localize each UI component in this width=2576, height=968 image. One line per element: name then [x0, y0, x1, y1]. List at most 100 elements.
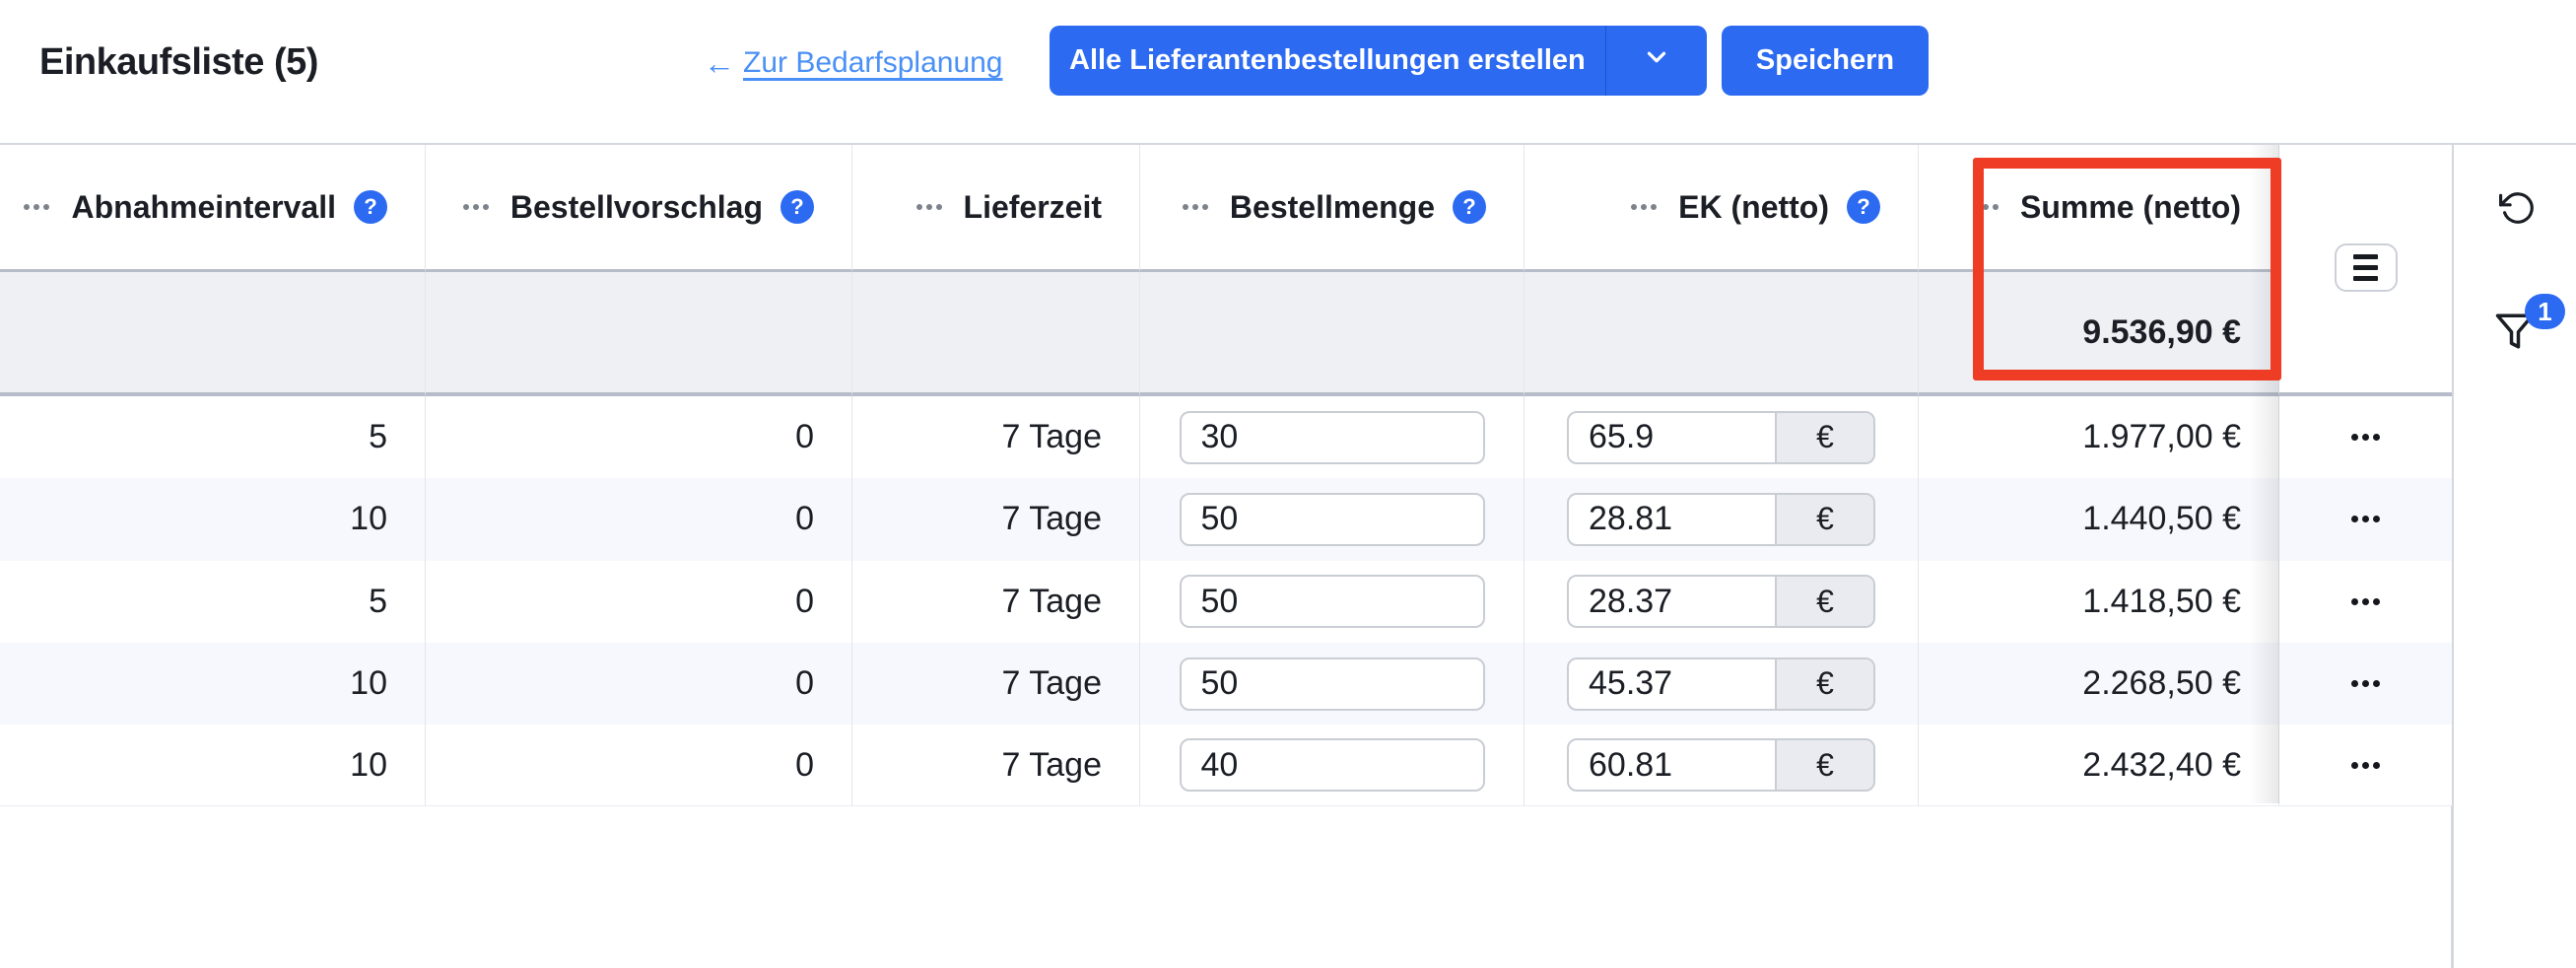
cell-lieferzeit: 7 Tage — [852, 725, 1140, 807]
back-to-bedarfsplanung-link[interactable]: ← Zur Bedarfsplanung — [704, 46, 1003, 80]
ek-netto-input[interactable] — [1569, 740, 1775, 791]
column-header-ek-netto[interactable]: EK (netto) ? — [1525, 145, 1919, 272]
ek-netto-input-group: € — [1567, 492, 1875, 546]
summary-cell-lieferzeit — [852, 272, 1140, 396]
cell-summe-netto: 2.268,50 € — [1919, 642, 2279, 726]
column-header-label: EK (netto) — [1678, 188, 1829, 225]
save-button[interactable]: Speichern — [1722, 26, 1929, 96]
create-all-orders-button[interactable]: Alle Lieferantenbestellungen erstellen — [1069, 44, 1586, 76]
column-menu-icon[interactable] — [915, 204, 942, 210]
cell-abnahmeintervall: 5 — [0, 560, 426, 643]
cell-summe-netto: 1.418,50 € — [1919, 560, 2279, 643]
cell-ek-netto: € — [1525, 642, 1919, 726]
summary-cell-abnahmeintervall — [0, 272, 426, 396]
cell-bestellvorschlag: 0 — [426, 725, 852, 807]
column-header-label: Lieferzeit — [963, 188, 1102, 225]
cell-lieferzeit: 7 Tage — [852, 560, 1140, 643]
chevron-down-icon — [1642, 42, 1671, 80]
column-header-bestellmenge[interactable]: Bestellmenge ? — [1140, 145, 1525, 272]
ek-netto-input[interactable] — [1569, 658, 1775, 709]
ek-netto-input-group: € — [1567, 738, 1875, 793]
table-top-border — [0, 143, 2576, 145]
column-header-label: Summe (netto) — [2020, 188, 2241, 225]
cell-abnahmeintervall: 10 — [0, 642, 426, 726]
help-icon[interactable]: ? — [354, 190, 387, 224]
row-menu-button[interactable] — [2338, 420, 2394, 454]
ek-netto-input[interactable] — [1569, 494, 1775, 544]
summary-cell-bestellvorschlag — [426, 272, 852, 396]
cell-abnahmeintervall: 5 — [0, 396, 426, 479]
cell-ek-netto: € — [1525, 725, 1919, 807]
ek-netto-input-group: € — [1567, 410, 1875, 464]
help-icon[interactable]: ? — [1847, 190, 1880, 224]
ellipsis-icon — [2351, 516, 2358, 523]
currency-suffix: € — [1775, 494, 1873, 544]
pinned-actions-header-cell — [2279, 145, 2452, 396]
bestellmenge-input[interactable] — [1179, 492, 1485, 546]
column-menu-icon[interactable] — [1631, 204, 1658, 210]
cell-bestellvorschlag: 0 — [426, 560, 852, 643]
left-arrow-icon: ← — [704, 45, 735, 81]
currency-suffix: € — [1775, 412, 1873, 462]
row-menu-button[interactable] — [2338, 585, 2394, 619]
summary-cell-bestellmenge — [1140, 272, 1525, 396]
row-actions-cell — [2279, 560, 2452, 643]
column-header-abnahmeintervall[interactable]: Abnahmeintervall ? — [0, 145, 426, 272]
column-menu-icon[interactable] — [462, 204, 489, 210]
help-icon[interactable]: ? — [780, 190, 814, 224]
row-menu-button[interactable] — [2338, 502, 2394, 536]
create-orders-dropdown-toggle[interactable] — [1606, 42, 1707, 80]
column-menu-icon[interactable] — [1182, 204, 1208, 210]
undo-icon — [2499, 192, 2537, 230]
back-link-label: Zur Bedarfsplanung — [743, 46, 1003, 79]
column-menu-icon[interactable] — [1973, 204, 1999, 210]
cell-summe-netto: 2.432,40 € — [1919, 725, 2279, 807]
grid-right-divider — [2451, 143, 2454, 968]
currency-suffix: € — [1775, 577, 1873, 627]
filter-button[interactable] — [2494, 311, 2536, 352]
column-header-label: Bestellmenge — [1229, 188, 1435, 225]
ellipsis-icon — [2351, 597, 2358, 605]
undo-button[interactable] — [2499, 189, 2537, 227]
column-header-lieferzeit[interactable]: Lieferzeit — [852, 145, 1140, 272]
cell-bestellmenge — [1140, 560, 1525, 643]
ellipsis-icon — [2351, 680, 2358, 688]
cell-bestellvorschlag: 0 — [426, 396, 852, 479]
column-menu-icon[interactable] — [24, 204, 50, 210]
ek-netto-input[interactable] — [1569, 577, 1775, 627]
summary-cell-ek-netto — [1525, 272, 1919, 396]
column-header-label: Abnahmeintervall — [71, 188, 336, 225]
cell-bestellmenge — [1140, 478, 1525, 561]
purchase-list-table: Abnahmeintervall ? Bestellvorschlag ? Li… — [0, 145, 2452, 807]
ellipsis-icon — [2351, 761, 2358, 769]
cell-lieferzeit: 7 Tage — [852, 396, 1140, 479]
row-actions-cell — [2279, 396, 2452, 479]
cell-bestellmenge — [1140, 642, 1525, 726]
bestellmenge-input[interactable] — [1179, 575, 1485, 629]
filter-icon — [2494, 313, 2536, 355]
row-menu-button[interactable] — [2338, 748, 2394, 783]
bestellmenge-input[interactable] — [1179, 410, 1485, 464]
bestellmenge-input[interactable] — [1179, 738, 1485, 793]
cell-lieferzeit: 7 Tage — [852, 478, 1140, 561]
column-header-summe-netto[interactable]: Summe (netto) — [1919, 145, 2279, 272]
page-title: Einkaufsliste (5) — [39, 41, 318, 83]
help-icon[interactable]: ? — [1453, 190, 1486, 224]
column-header-label: Bestellvorschlag — [509, 188, 763, 225]
row-menu-button[interactable] — [2338, 666, 2394, 701]
split-button-divider — [1604, 26, 1607, 96]
ek-netto-input-group: € — [1567, 575, 1875, 629]
table-menu-button[interactable] — [2334, 243, 2398, 292]
cell-abnahmeintervall: 10 — [0, 478, 426, 561]
create-all-orders-split-button: Alle Lieferantenbestellungen erstellen — [1050, 26, 1707, 96]
currency-suffix: € — [1775, 740, 1873, 791]
row-actions-cell — [2279, 725, 2452, 807]
cell-ek-netto: € — [1525, 396, 1919, 479]
row-actions-cell — [2279, 478, 2452, 561]
bestellmenge-input[interactable] — [1179, 657, 1485, 711]
column-header-bestellvorschlag[interactable]: Bestellvorschlag ? — [426, 145, 852, 272]
filter-count-badge: 1 — [2525, 294, 2565, 329]
ek-netto-input[interactable] — [1569, 412, 1775, 462]
hamburger-icon — [2353, 254, 2378, 259]
cell-bestellmenge — [1140, 396, 1525, 479]
